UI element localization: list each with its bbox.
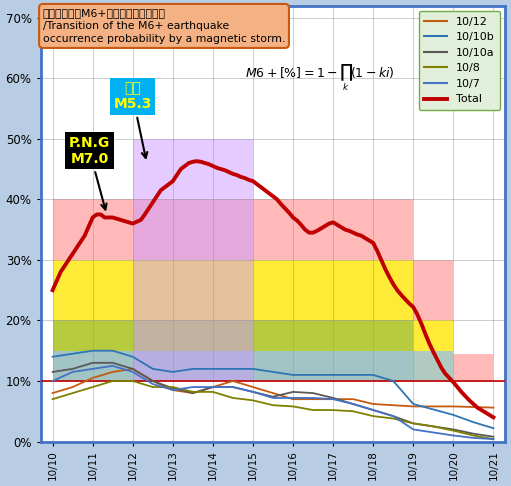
Text: 千葉
M5.3: 千葉 M5.3 [113,81,152,158]
Text: P.N.G
M7.0: P.N.G M7.0 [69,136,110,209]
Bar [413,351,453,381]
Bar [53,320,413,381]
Bar [53,199,413,381]
Legend: 10/12, 10/10b, 10/10a, 10/8, 10/7, Total: 10/12, 10/10b, 10/10a, 10/8, 10/7, Total [419,11,500,110]
Bar [413,320,453,381]
Text: $\mathit{M6+[\%]=1-\prod_k(1-ki)}$: $\mathit{M6+[\%]=1-\prod_k(1-ki)}$ [245,62,395,92]
Bar [133,139,253,381]
Bar [53,351,413,381]
Text: 磁気嵐によるM6+地震発生確率の推移
/Transition of the M6+ earthquake
occurrence probability by a: 磁気嵐によるM6+地震発生確率の推移 /Transition of the M6… [43,8,285,44]
Bar [413,260,453,381]
Bar [53,260,413,381]
Bar [453,354,494,381]
